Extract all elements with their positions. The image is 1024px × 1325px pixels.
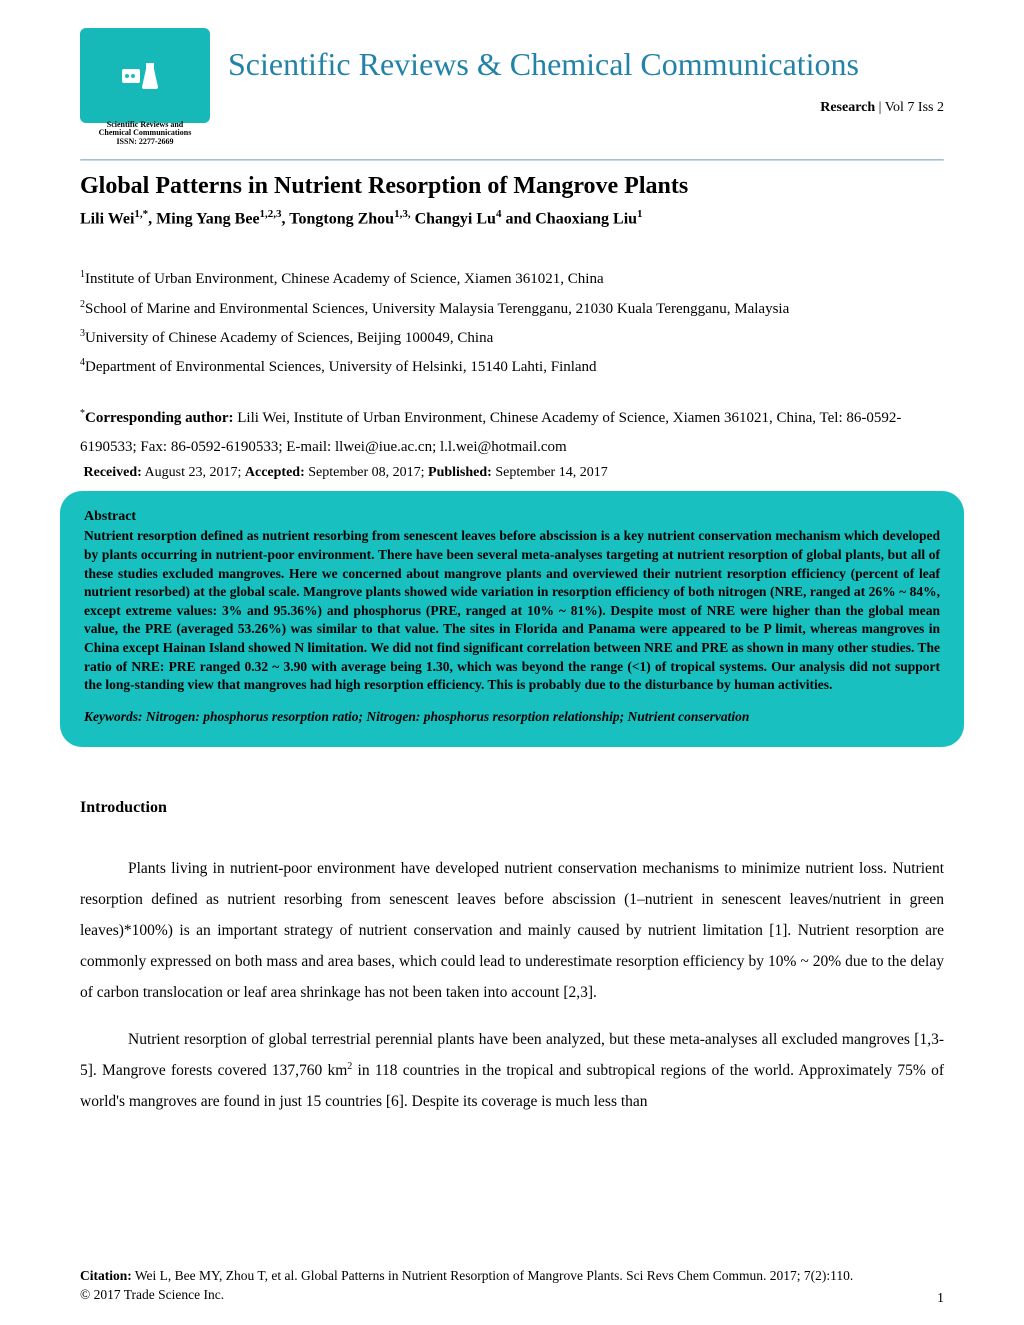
keywords-label: Keywords:: [84, 709, 143, 724]
affiliation-1: 1Institute of Urban Environment, Chinese…: [80, 265, 944, 294]
received-label: Received:: [84, 465, 142, 480]
intro-para-1: Plants living in nutrient-poor environme…: [80, 853, 944, 1008]
affiliations-block: 1Institute of Urban Environment, Chinese…: [80, 265, 944, 382]
page-number: 1: [937, 1291, 944, 1307]
logo-caption-line2: Chemical Communications: [99, 128, 192, 137]
introduction-body: Plants living in nutrient-poor environme…: [80, 853, 944, 1117]
received-date: August 23, 2017;: [145, 465, 242, 480]
affiliation-2: 2School of Marine and Environmental Scie…: [80, 295, 944, 324]
flask-icon: [120, 61, 170, 91]
keywords-line: Keywords: Nitrogen: phosphorus resorptio…: [84, 709, 940, 725]
keywords-text: Nitrogen: phosphorus resorption ratio; N…: [146, 709, 750, 724]
journal-title: Scientific Reviews & Chemical Communicat…: [228, 28, 859, 83]
logo-caption: Scientific Reviews and Chemical Communic…: [74, 121, 216, 147]
published-date: September 14, 2017: [495, 465, 607, 480]
affiliation-3: 3University of Chinese Academy of Scienc…: [80, 324, 944, 353]
corresponding-label: Corresponding author:: [85, 410, 234, 426]
intro-para-2: Nutrient resorption of global terrestria…: [80, 1024, 944, 1117]
copyright-text: © 2017 Trade Science Inc.: [80, 1287, 224, 1302]
citation-block: Citation: Wei L, Bee MY, Zhou T, et al. …: [80, 1266, 944, 1305]
citation-text: Wei L, Bee MY, Zhou T, et al. Global Pat…: [135, 1268, 853, 1283]
article-content: Global Patterns in Nutrient Resorption o…: [0, 161, 1024, 481]
published-label: Published:: [428, 465, 492, 480]
introduction-section: Introduction Plants living in nutrient-p…: [0, 747, 1024, 1117]
research-label: Research: [820, 100, 875, 115]
journal-logo: Scientific Reviews and Chemical Communic…: [80, 28, 210, 123]
accepted-label: Accepted:: [245, 465, 305, 480]
introduction-heading: Introduction: [80, 799, 944, 817]
corresponding-block: *Corresponding author: Lili Wei, Institu…: [80, 404, 944, 461]
accepted-date: September 08, 2017;: [308, 465, 424, 480]
issue-label: Vol 7 Iss 2: [885, 100, 944, 115]
affiliation-4: 4Department of Environmental Sciences, U…: [80, 353, 944, 382]
citation-label: Citation:: [80, 1268, 132, 1283]
article-title: Global Patterns in Nutrient Resorption o…: [80, 173, 944, 200]
abstract-heading: Abstract: [84, 509, 940, 525]
abstract-box: Abstract Nutrient resorption defined as …: [60, 491, 964, 747]
logo-issn: ISSN: 2277-2669: [116, 137, 173, 146]
dates-line: Received: August 23, 2017; Accepted: Sep…: [80, 465, 944, 481]
article-type: Research | Vol 7 Iss 2: [820, 100, 944, 116]
logo-caption-line1: Scientific Reviews and: [107, 120, 183, 129]
authors-line: Lili Wei1,*, Ming Yang Bee1,2,3, Tongton…: [80, 206, 944, 231]
abstract-text: Nutrient resorption defined as nutrient …: [84, 527, 940, 695]
